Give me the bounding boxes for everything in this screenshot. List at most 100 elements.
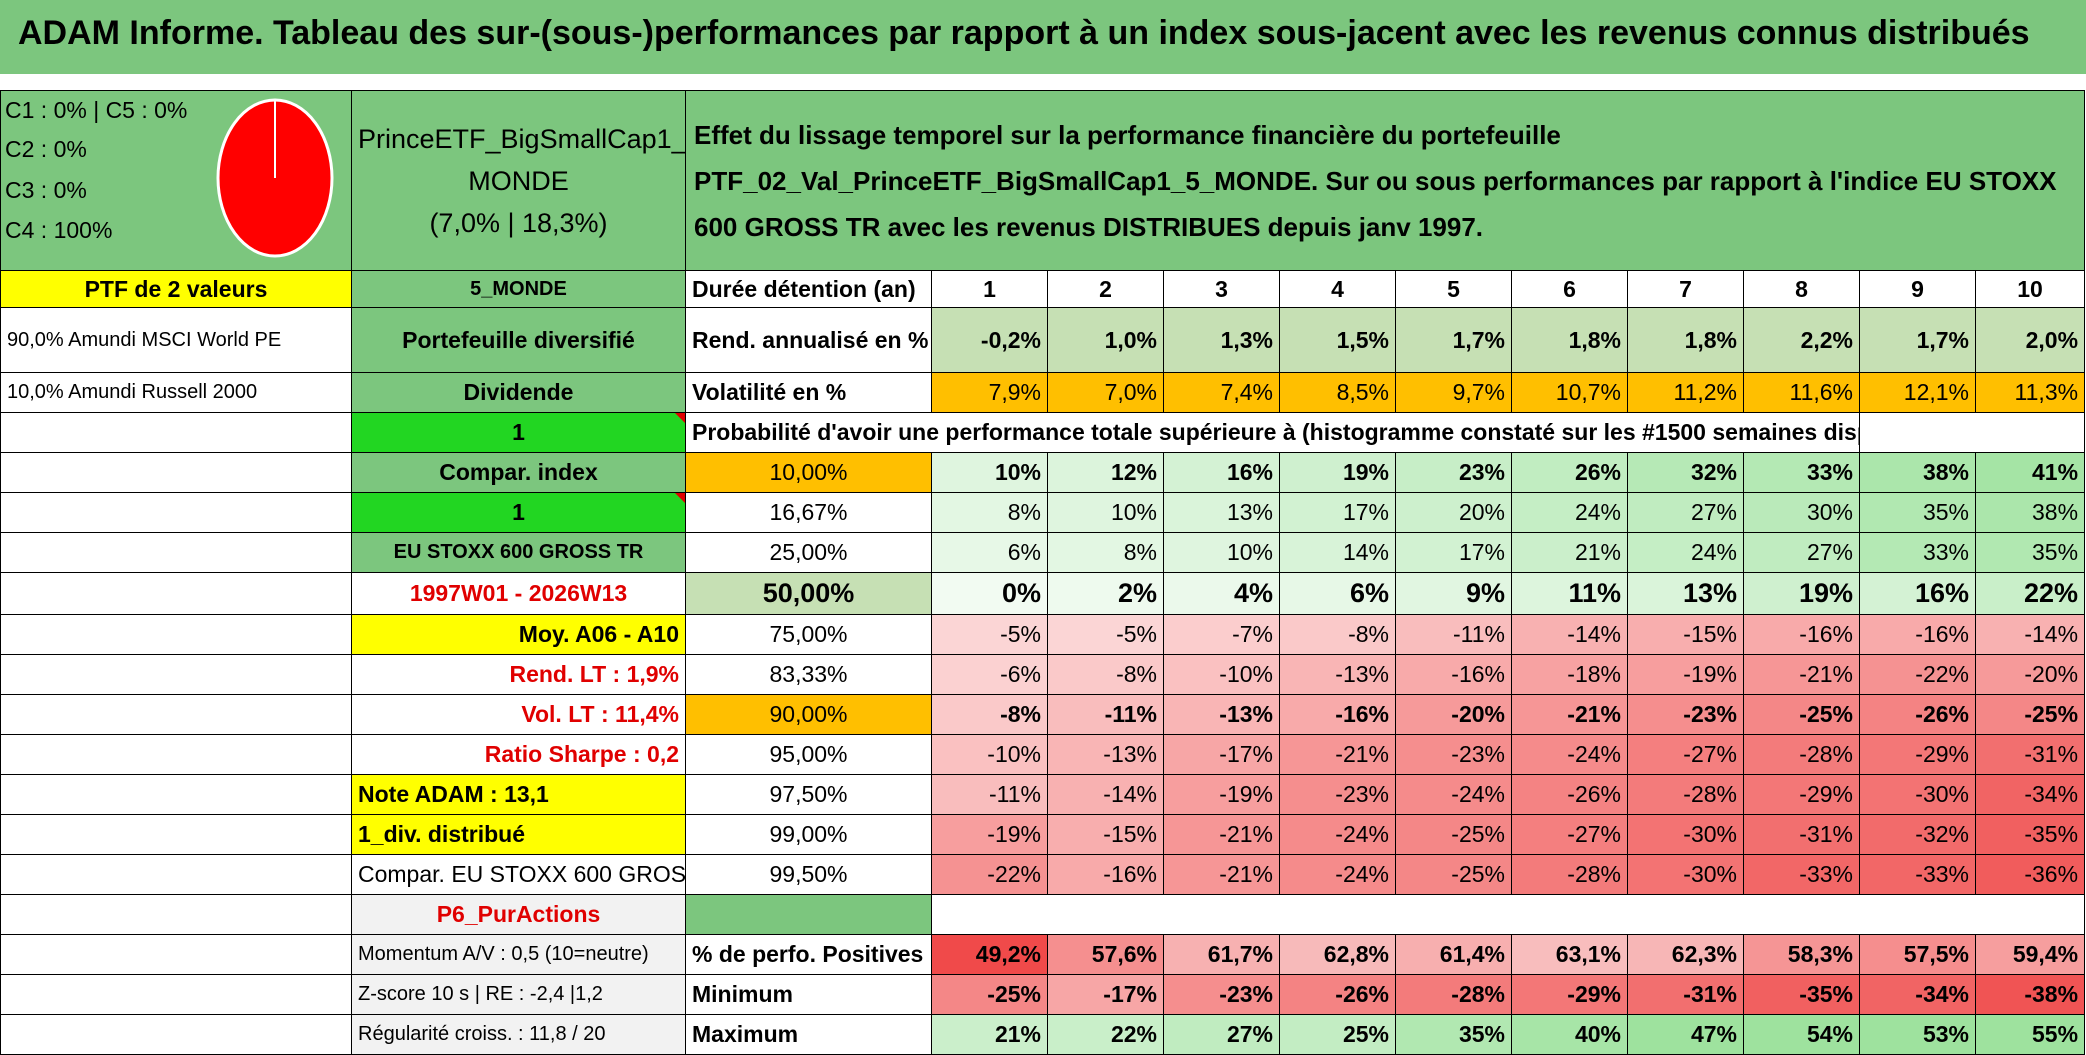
quantile-label: 83,33%: [685, 654, 932, 695]
side-info: Compar. EU STOXX 600 GROSS TR: [351, 854, 686, 895]
side-info: Rend. LT : 1,9%: [351, 654, 686, 695]
quantile-value: -22%: [1859, 654, 1976, 695]
rend-value: 2,2%: [1743, 307, 1860, 373]
quantile-value: 8%: [931, 492, 1048, 533]
quantile-value: -20%: [1395, 694, 1512, 735]
table-row: PTF de 2 valeurs 5_MONDE Durée détention (…: [0, 270, 2086, 308]
year-header: 2: [1047, 270, 1164, 308]
quantile-value: 27%: [1627, 492, 1744, 533]
label-max: Maximum: [685, 1014, 932, 1055]
momentum-label: Momentum A/V : 0,5 (10=neutre): [351, 934, 686, 975]
quantile-value: 16%: [1859, 572, 1976, 615]
allocation-cell: C1 : 0% | C5 : 0% C2 : 0% C3 : 0% C4 : 100%: [0, 90, 352, 271]
quantile-value: -28%: [1743, 734, 1860, 775]
quantile-value: -19%: [931, 814, 1048, 855]
rend-value: 1,7%: [1395, 307, 1512, 373]
pos-value: 61,7%: [1163, 934, 1280, 975]
side-info: EU STOXX 600 GROSS TR: [351, 532, 686, 573]
rend-value: 2,0%: [1974, 307, 2086, 373]
quantile-value: -5%: [931, 614, 1048, 655]
quantile-value: -29%: [1743, 774, 1860, 815]
quantile-value: 30%: [1743, 492, 1860, 533]
quantile-value: -25%: [1743, 694, 1860, 735]
quantile-value: -15%: [1627, 614, 1744, 655]
table-row: EU STOXX 600 GROSS TR 25,00% 6% 8% 10% 14% 17%…: [0, 532, 2086, 573]
quantile-value: -30%: [1627, 814, 1744, 855]
quantile-label: 90,00%: [685, 694, 932, 735]
side-info: Moy. A06 - A10: [351, 614, 686, 655]
pos-value: 49,2%: [931, 934, 1048, 975]
quantile-label: 95,00%: [685, 734, 932, 775]
quantile-value: -11%: [931, 774, 1048, 815]
max-value: 21%: [931, 1014, 1048, 1055]
min-value: -17%: [1047, 974, 1164, 1015]
quantile-value: -25%: [1395, 854, 1512, 895]
quantile-label: 50,00%: [685, 572, 932, 615]
empty-a: [0, 734, 352, 775]
description: Effet du lissage temporel sur la perform…: [684, 90, 2086, 271]
min-value: -28%: [1395, 974, 1512, 1015]
quantile-label: 99,00%: [685, 814, 932, 855]
quantile-value: 13%: [1163, 492, 1280, 533]
quantile-value: 6%: [931, 532, 1048, 573]
pos-value: 62,3%: [1627, 934, 1744, 975]
quantile-value: -17%: [1163, 734, 1280, 775]
quantile-value: 35%: [1859, 492, 1976, 533]
empty-a: [0, 814, 352, 855]
quantile-value: 17%: [1395, 532, 1512, 573]
table-row: Note ADAM : 13,1 97,50% -11% -14% -19% -23% -2…: [0, 774, 2086, 815]
pos-value: 57,5%: [1859, 934, 1976, 975]
quantile-value: -14%: [1974, 614, 2086, 655]
vol-value: 11,6%: [1743, 372, 1860, 413]
side-info: 1: [351, 492, 686, 533]
quantile-value: -25%: [1974, 694, 2086, 735]
year-header: 3: [1163, 270, 1280, 308]
max-value: 27%: [1163, 1014, 1280, 1055]
quantile-value: 22%: [1974, 572, 2086, 615]
quantile-value: -32%: [1859, 814, 1976, 855]
side-info: Compar. index: [351, 452, 686, 493]
year-header: 4: [1279, 270, 1396, 308]
portfolio-type: Portefeuille diversifié: [351, 307, 686, 373]
side-info: Note ADAM : 13,1: [351, 774, 686, 815]
max-value: 55%: [1974, 1014, 2086, 1055]
quantile-label: 97,50%: [685, 774, 932, 815]
table-row: Ratio Sharpe : 0,2 95,00% -10% -13% -17% -21%…: [0, 734, 2086, 775]
quantile-label: 99,50%: [685, 854, 932, 895]
fund-header-line2: MONDE: [468, 165, 569, 196]
zscore-label: Z-score 10 s | RE : -2,4 |1,2: [351, 974, 686, 1015]
year-header: 7: [1627, 270, 1744, 308]
table-row: Régularité croiss. : 11,8 / 20 Maximum 21%…: [0, 1014, 2086, 1055]
table-row: 10,0% Amundi Russell 2000 Dividende Volati…: [0, 372, 2086, 413]
allocation-label: C3 : 0%: [5, 177, 87, 203]
label-duree: Durée détention (an): [685, 270, 932, 308]
table-row: 1_div. distribué 99,00% -19% -15% -21% -24% -2…: [0, 814, 2086, 855]
empty-a: [0, 532, 352, 573]
side-info: 1997W01 - 2026W13: [351, 572, 686, 615]
pos-value: 58,3%: [1743, 934, 1860, 975]
quantile-value: -20%: [1974, 654, 2086, 695]
side-info: Ratio Sharpe : 0,2: [351, 734, 686, 775]
quantile-value: -11%: [1047, 694, 1164, 735]
rend-value: 1,3%: [1163, 307, 1280, 373]
pos-value: 63,1%: [1511, 934, 1628, 975]
quantile-value: -22%: [931, 854, 1048, 895]
quantile-value: 16%: [1163, 452, 1280, 493]
min-value: -25%: [931, 974, 1048, 1015]
rend-value: 1,0%: [1047, 307, 1164, 373]
quantile-value: -10%: [931, 734, 1048, 775]
min-value: -29%: [1511, 974, 1628, 1015]
empty-a: [0, 774, 352, 815]
quantile-value: -21%: [1163, 854, 1280, 895]
min-value: -31%: [1627, 974, 1744, 1015]
quantile-value: -8%: [1279, 614, 1396, 655]
vol-value: 11,3%: [1974, 372, 2086, 413]
quantile-value: -11%: [1395, 614, 1512, 655]
max-value: 40%: [1511, 1014, 1628, 1055]
table-row: Compar. EU STOXX 600 GROSS TR99,50%-22%-…: [0, 854, 2086, 895]
quantile-value: 24%: [1511, 492, 1628, 533]
year-header: 1: [931, 270, 1048, 308]
allocation-label: C1 : 0% | C5 : 0%: [5, 97, 188, 123]
quantile-value: 26%: [1511, 452, 1628, 493]
quantile-value: -16%: [1047, 854, 1164, 895]
